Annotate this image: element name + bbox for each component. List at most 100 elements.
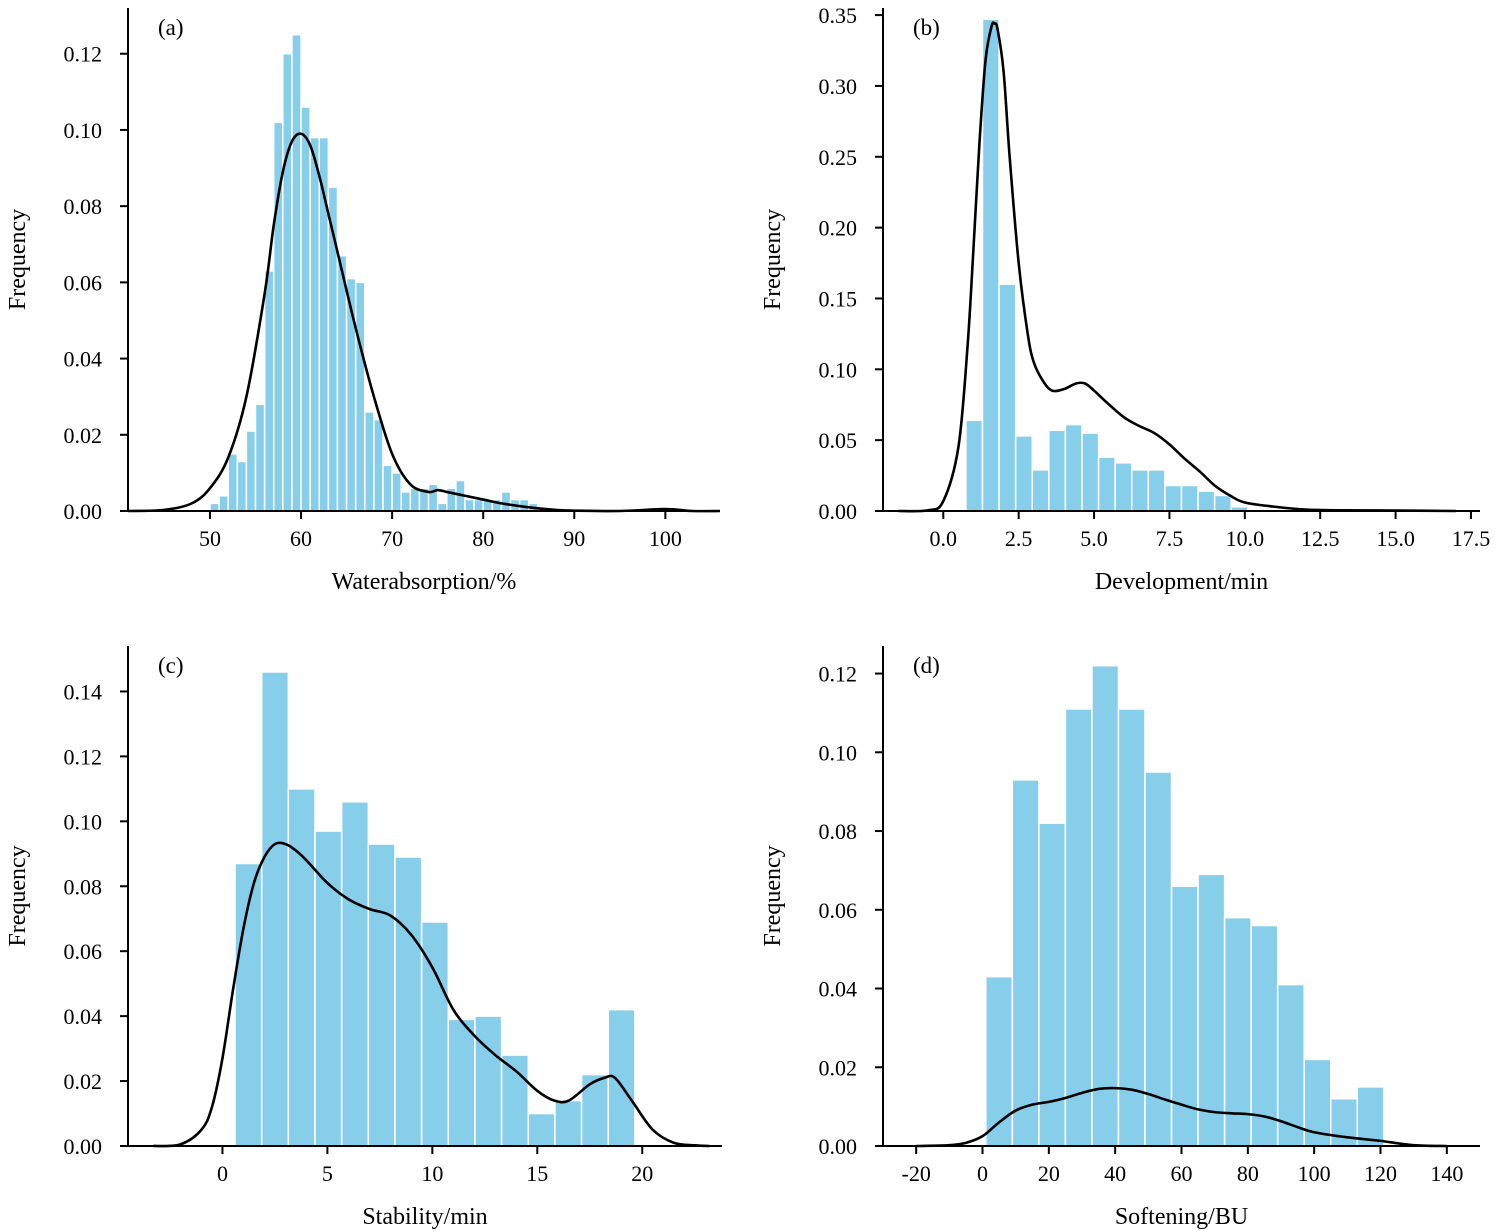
histogram-bar [554,1099,583,1147]
x-tick-label: 90 [563,526,585,551]
x-axis-label: Softening/BU [1115,1204,1248,1230]
histogram-bars [209,33,539,512]
y-tick-label: 0.08 [64,874,103,899]
x-tick-label: 7.5 [1156,526,1184,551]
x-tick-label: 140 [1430,1161,1463,1186]
x-tick-label: 12.5 [1301,526,1340,551]
histogram-bar [473,498,484,512]
y-tick-label: 0.06 [64,270,103,295]
y-tick-label: 0.10 [64,118,103,143]
histogram-bar [436,502,448,512]
histogram-bar [391,472,402,512]
density-curve [127,132,721,513]
panel-b: 0.0 2.5 5.0 7.5 10.0 12.5 15.0 17.5 0.00 0.05 0.10… [760,3,1490,595]
x-tick-label: 70 [381,526,403,551]
histogram-bar [474,1015,503,1147]
panel-d: -20 0 20 40 60 80 100 120 140 0.00 0.02 0.04 0.06 0.0… [760,646,1480,1230]
panel-c: 0 5 10 15 20 0.00 0.02 0.04 0.06 0.08 0.10 0.12 0.14… [5,646,722,1230]
histogram-bar [300,106,311,512]
x-tick-label: 17.5 [1452,526,1491,551]
histogram-bar [364,411,375,512]
density-curve [898,21,1456,513]
axes: 0 5 10 15 20 0.00 0.02 0.04 0.06 0.08 0.10 0.12 0.14 [64,646,722,1186]
histogram-bar [1114,462,1133,512]
y-tick-label: 0.10 [819,740,858,765]
y-tick-label: 0.15 [819,286,858,311]
histogram-bar [336,254,348,512]
histogram-bar [373,418,384,512]
histogram-bar [254,403,266,512]
axes: 0.0 2.5 5.0 7.5 10.0 12.5 15.0 17.5 0.00 0.05 0.10… [819,3,1491,551]
histogram-bar [1048,429,1067,512]
histogram-bar [1276,983,1305,1147]
histogram-bar [263,270,275,512]
x-axis-label: Stability/min [362,1204,487,1230]
histogram-bars [985,664,1385,1147]
y-tick-label: 0.00 [819,499,858,524]
histogram-bar [464,498,475,512]
x-tick-label: 10.0 [1226,526,1265,551]
y-axis-label: Frequency [760,209,786,310]
histogram-bar [447,1018,476,1147]
x-tick-label: 5 [322,1161,333,1186]
x-tick-label: 2.5 [1005,526,1033,551]
histogram-bar [382,464,393,512]
histogram-bar [354,281,366,512]
density-curve [916,1086,1447,1148]
y-tick-label: 0.02 [64,423,103,448]
histogram-bar [1144,771,1173,1147]
y-tick-label: 0.06 [819,898,858,923]
histogram-bar [1180,484,1199,512]
y-tick-label: 0.25 [819,145,858,170]
histogram-bar [420,921,450,1147]
x-tick-label: 0 [977,1161,988,1186]
x-tick-label: 80 [1237,1161,1259,1186]
axes: 50 60 70 80 90 100 0.00 0.02 0.04 0.06 0.08 0.10 0.1… [64,8,720,551]
histogram-bar [1097,456,1116,512]
histogram-bar [1038,822,1067,1147]
histogram-bars [965,18,1249,512]
y-tick-label: 0.02 [64,1069,103,1094]
histogram-bar [1014,435,1033,512]
y-tick-label: 0.08 [64,194,103,219]
histogram-bar [1091,664,1120,1147]
histogram-bar [287,788,316,1147]
y-tick-label: 0.30 [819,74,858,99]
x-tick-label: 20 [1038,1161,1060,1186]
y-axis-label: Frequency [5,209,31,310]
y-axis-label: Frequency [5,845,31,946]
x-tick-label: -20 [902,1161,931,1186]
histogram-bar [1011,779,1040,1147]
histogram-bar [394,856,423,1147]
histogram-bar [282,52,293,512]
y-tick-label: 0.10 [64,809,103,834]
histogram-bar [400,491,412,512]
histogram-bar [309,136,321,512]
histogram-bar [291,33,302,512]
histogram-bar [1081,432,1100,512]
y-tick-label: 0.04 [64,347,103,372]
density-curve [153,841,710,1148]
x-tick-label: 50 [199,526,221,551]
histogram-bar [227,453,239,512]
y-tick-label: 0.14 [64,679,103,704]
histogram-bar [1197,873,1226,1147]
histogram-bar [209,502,220,512]
histogram-bar [607,1008,636,1147]
histogram-bars [234,671,636,1147]
histogram-bar [981,18,1000,512]
histogram-bar [985,975,1014,1147]
histogram-bar [1064,423,1083,512]
histogram-bar [527,1112,556,1147]
panel-label: (a) [158,15,184,40]
y-tick-label: 0.12 [64,744,103,769]
histogram-bar [260,671,290,1147]
histogram-bar [1064,708,1093,1147]
histogram-bar [1131,469,1150,512]
histogram-bar [1147,469,1166,512]
y-tick-label: 0.08 [819,819,858,844]
x-axis-label: Waterabsorption/% [332,569,517,595]
y-tick-label: 0.00 [819,1134,858,1159]
x-tick-label: 5.0 [1080,526,1108,551]
